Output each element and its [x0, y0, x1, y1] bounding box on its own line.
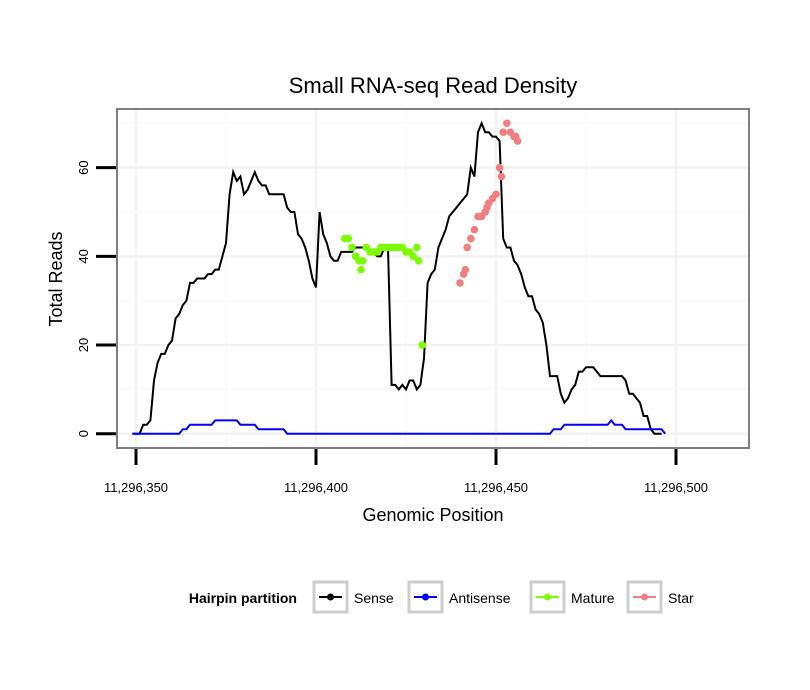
mature-point: [344, 234, 353, 243]
star-point: [470, 225, 479, 234]
star-point: [499, 128, 508, 136]
mature-point: [418, 341, 427, 349]
legend-title: Hairpin partition: [189, 590, 297, 606]
legend-item-mature: Mature: [529, 580, 615, 614]
y-tick-label: 40: [76, 249, 91, 263]
legend-key-point: [641, 593, 648, 601]
antisense-line: [132, 418, 666, 435]
x-axis: 11,296,350 11,296,400 11,296,450 11,296,500: [104, 449, 708, 495]
star-point: [456, 279, 464, 287]
mature-point: [413, 243, 421, 252]
legend-key-point: [544, 593, 551, 601]
star-point: [492, 190, 500, 199]
legend-key-point: [422, 593, 429, 601]
y-tick-label: 0: [76, 430, 91, 437]
y-axis: 0 20 40 60: [76, 160, 116, 437]
x-tick-label: 11,296,500: [644, 480, 708, 495]
y-axis-label: Total Reads: [46, 231, 66, 326]
star-point: [503, 119, 511, 128]
star-point: [463, 243, 472, 252]
star-point: [495, 163, 504, 172]
legend-item-sense: Sense: [312, 580, 394, 614]
legend-label-mature: Mature: [571, 590, 615, 606]
x-tick-label: 11,296,450: [464, 480, 528, 495]
x-tick-label: 11,296,350: [104, 480, 168, 495]
legend-label-sense: Sense: [354, 590, 394, 606]
legend: Hairpin partition Sense Antisense Mature St…: [189, 580, 694, 614]
mature-point: [359, 256, 367, 265]
x-axis-label: Genomic Position: [362, 505, 503, 525]
series-layer: [132, 119, 666, 435]
star-point: [461, 265, 470, 274]
star-point: [467, 234, 475, 243]
legend-label-antisense: Antisense: [449, 590, 511, 606]
star-point: [497, 172, 506, 181]
y-tick-label: 20: [76, 338, 91, 352]
mature-point: [409, 252, 418, 261]
x-tick-label: 11,296,400: [284, 480, 348, 495]
legend-item-antisense: Antisense: [407, 580, 511, 614]
y-tick-label: 60: [76, 160, 91, 174]
star-point: [513, 137, 522, 145]
legend-label-star: Star: [668, 590, 694, 606]
legend-item-star: Star: [626, 580, 694, 614]
plot-panel: [116, 108, 750, 449]
chart-title: Small RNA-seq Read Density: [289, 73, 578, 98]
mature-point: [348, 243, 356, 252]
sense-line: [132, 120, 662, 435]
mature-point: [357, 265, 365, 274]
mature-point: [414, 256, 423, 265]
legend-key-point: [327, 593, 334, 601]
legend-items: Sense Antisense Mature Star: [312, 580, 694, 614]
